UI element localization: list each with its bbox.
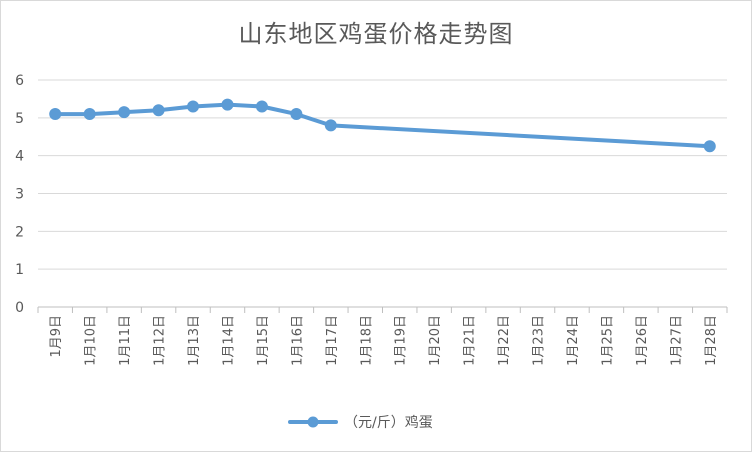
legend-marker (307, 416, 319, 428)
x-tick-label: 1月9日 (49, 315, 64, 358)
x-tick-label: 1月15日 (256, 315, 271, 366)
chart-title: 山东地区鸡蛋价格走势图 (238, 20, 514, 48)
x-tick-label: 1月21日 (463, 315, 478, 366)
y-tick-label: 4 (15, 149, 24, 165)
x-tick-label: 1月27日 (669, 315, 684, 366)
data-point (187, 100, 200, 113)
x-tick-label: 1月20日 (428, 315, 443, 366)
y-tick-label: 1 (15, 262, 24, 278)
x-tick-label: 1月16日 (290, 315, 305, 366)
data-point (49, 108, 62, 121)
x-tick-label: 1月13日 (187, 315, 202, 366)
series-line (53, 102, 712, 149)
x-tick-label: 1月22日 (497, 315, 512, 366)
y-tick-label: 5 (15, 111, 24, 127)
data-point (255, 100, 268, 113)
y-tick-label: 3 (15, 187, 24, 203)
y-tick-label: 6 (15, 73, 24, 89)
data-point (290, 108, 303, 121)
x-tick-label: 1月28日 (704, 315, 719, 366)
data-point (118, 106, 131, 119)
data-point (324, 119, 337, 132)
x-tick-label: 1月11日 (118, 315, 133, 366)
x-tick-label: 1月10日 (84, 315, 99, 366)
y-tick-label: 2 (15, 224, 24, 240)
data-point (221, 98, 234, 111)
x-tick-label: 1月18日 (359, 315, 374, 366)
x-tick-label: 1月26日 (635, 315, 650, 366)
data-point (152, 104, 165, 117)
data-point (83, 108, 96, 121)
legend-label: （元/斤）鸡蛋 (344, 414, 433, 431)
data-point (703, 140, 716, 153)
x-tick-label: 1月12日 (153, 315, 168, 366)
x-tick-label: 1月25日 (600, 315, 615, 366)
x-tick-label: 1月17日 (325, 315, 340, 366)
x-tick-label: 1月14日 (221, 315, 236, 366)
x-tick-label: 1月19日 (394, 315, 409, 366)
y-tick-label: 0 (15, 300, 24, 316)
x-tick-label: 1月24日 (566, 315, 581, 366)
x-tick-label: 1月23日 (532, 315, 547, 366)
